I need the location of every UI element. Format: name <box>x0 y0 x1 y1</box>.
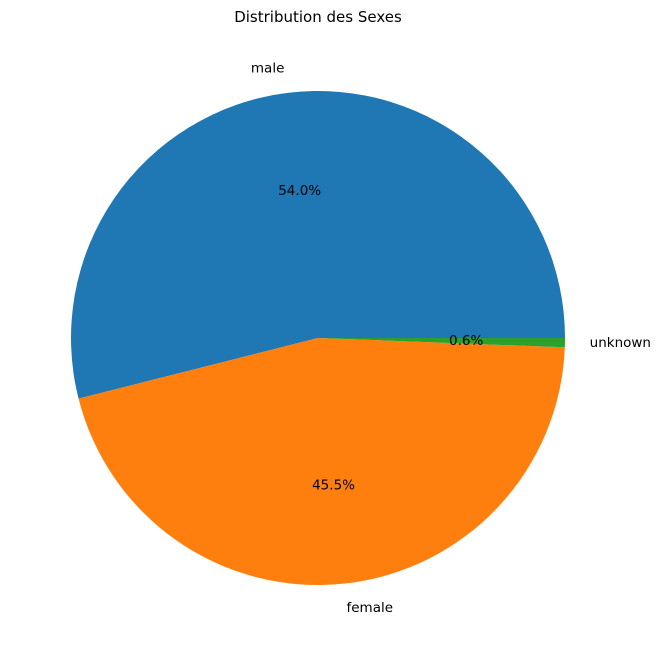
pie-slice-male <box>70 90 565 399</box>
pie-labels: male 54.0% female 45.5% unknown 0.6% <box>251 60 651 616</box>
category-label-female: female <box>347 600 394 616</box>
percent-label-female: 45.5% <box>312 477 355 493</box>
category-label-unknown: unknown <box>590 335 651 351</box>
percent-label-unknown: 0.6% <box>449 333 483 349</box>
percent-label-male: 54.0% <box>278 183 321 199</box>
pie-slice-female <box>78 338 565 585</box>
pie-slice-unknown <box>318 338 565 348</box>
chart-title: Distribution des Sexes <box>234 8 402 26</box>
category-label-male: male <box>251 60 284 76</box>
pie-slices <box>70 90 565 585</box>
